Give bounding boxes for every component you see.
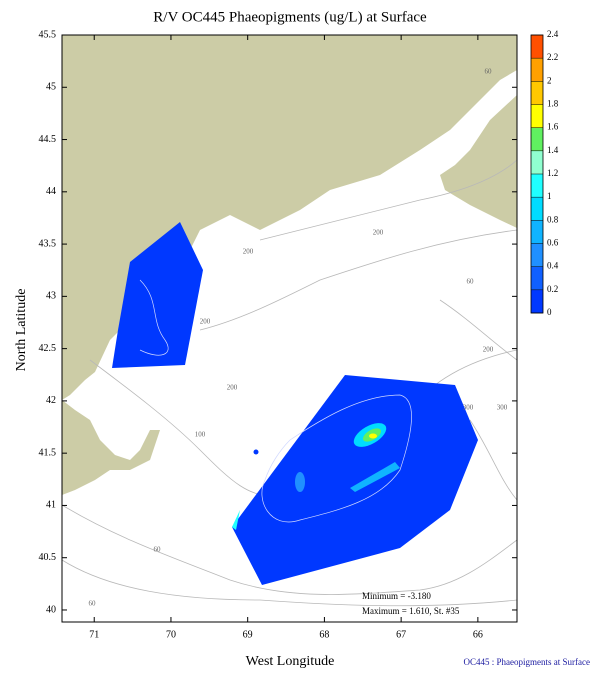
x-axis-label: West Longitude [246,654,335,669]
colorbar-label: 1.4 [547,145,559,155]
colorbar-swatch [531,266,543,290]
y-tick-label: 44.5 [39,134,57,145]
y-tick-label: 44 [46,186,56,197]
colorbar-label: 1.2 [547,168,558,178]
contour-label: 60 [89,600,97,608]
x-tick-label: 70 [166,629,176,640]
x-tick-label: 66 [473,629,483,640]
x-tick-label: 68 [319,629,329,640]
station-dot [253,449,259,455]
colorbar-swatch [531,58,543,82]
contour-label: 60 [485,68,493,76]
contour-label: 60 [467,278,475,286]
contour-label: 200 [373,229,384,237]
colorbar-swatch [531,150,543,174]
contour-label: 60 [154,546,162,554]
colorbar-label: 0 [547,307,552,317]
land-new-england [62,35,517,400]
y-tick-label: 41.5 [39,447,57,458]
data-region-georges-bank [232,375,478,585]
colorbar-swatch [531,289,543,313]
colorbar-swatch [531,220,543,244]
colorbar-swatch [531,243,543,267]
colorbar-label: 0.2 [547,284,558,294]
x-tick-label: 69 [243,629,253,640]
data-region-gulf-of-maine [112,222,203,368]
contour-label: 200 [227,384,238,392]
colorbar-swatch [531,174,543,198]
land-nova-scotia [440,95,517,228]
minimum-note: Minimum = -3.180 [362,591,431,601]
y-tick-label: 43 [46,291,56,302]
hotspot [369,433,377,439]
caption: OC445 : Phaeopigments at Surface [464,657,590,667]
map-layers [62,35,517,607]
contour-label: 200 [200,318,211,326]
y-tick-label: 40 [46,604,56,615]
land-cape-cod [62,400,160,495]
colorbar-label: 1 [547,191,552,201]
colorbar-swatch [531,35,543,59]
colorbar-swatch [531,104,543,128]
colorbar-label: 1.6 [547,122,559,132]
contour-label: 200 [483,346,494,354]
colorbar-swatch [531,81,543,105]
y-tick-label: 40.5 [39,552,57,563]
contour-label: 300 [497,404,508,412]
data-contours [139,279,412,523]
colorbar-label: 0.4 [547,261,559,271]
y-axis-label: North Latitude [14,289,29,372]
x-tick-label: 71 [89,629,99,640]
contour-label: 300 [463,404,474,412]
colorbar-swatch [531,197,543,221]
y-tick-label: 45 [46,82,56,93]
colorbar-label: 2.2 [547,52,558,62]
contour-label: 200 [243,248,254,256]
map-title: R/V OC445 Phaeopigments (ug/L) at Surfac… [153,9,427,25]
plot-frame [61,34,518,623]
colorbar-label: 1.8 [547,99,559,109]
colorbar-label: 0.8 [547,214,559,224]
hotspot [350,462,400,492]
x-tick-label: 67 [396,629,406,640]
y-tick-label: 42 [46,395,56,406]
colorbar-swatch [531,127,543,151]
colorbar-label: 0.6 [547,238,559,248]
colorbar-label: 2 [547,75,552,85]
hotspot [232,510,240,530]
contour-label: 100 [195,431,206,439]
hotspot [295,472,305,492]
y-tick-label: 43.5 [39,238,57,249]
y-tick-label: 45.5 [39,29,57,40]
contour-labels: 60 200 60 200 60 200 200 100 300 300 60 200 [89,68,508,608]
y-tick-label: 42.5 [39,343,57,354]
maximum-note: Maximum = 1.610, St. #35 [362,606,460,616]
y-tick-label: 41 [46,500,56,511]
colorbar-label: 2.4 [547,29,559,39]
